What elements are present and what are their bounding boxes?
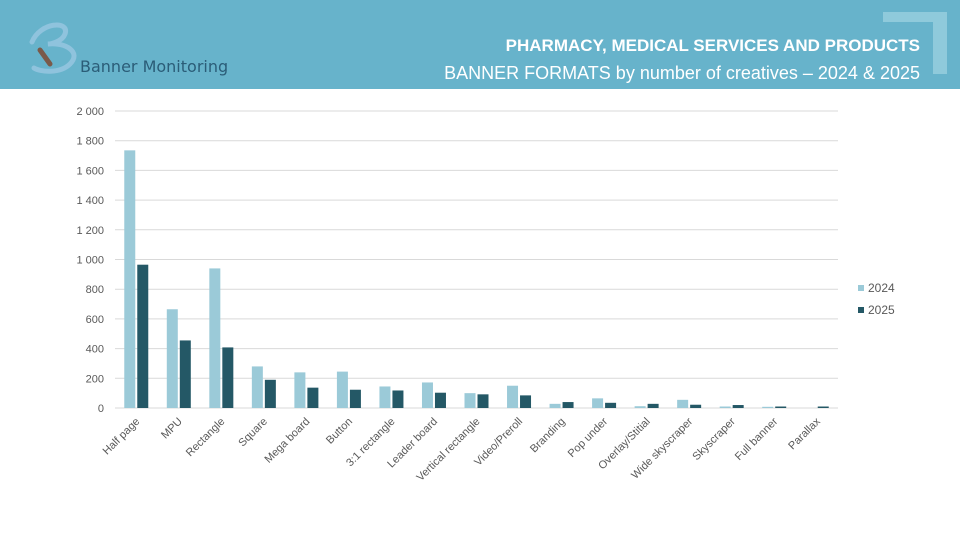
bar-2024: [507, 385, 519, 408]
bar-chart: 0 200 400 600 800 1 000 1 200 1 400 1 600 1 800 2 …: [76, 106, 895, 484]
x-tick-label: Button: [324, 416, 355, 447]
bar-2025: [647, 403, 659, 408]
y-tick-label: 1 200: [76, 225, 104, 237]
y-tick-label: 600: [86, 314, 104, 326]
x-tick-label: MPU: [159, 416, 185, 442]
y-tick-label: 1 400: [76, 195, 104, 207]
y-tick-label: 200: [86, 373, 104, 385]
bar-2024: [634, 406, 646, 408]
banner-monitoring-logo: [29, 22, 77, 74]
bar-2025: [477, 394, 489, 408]
x-tick-label: Parallax: [786, 415, 823, 452]
bar-2025: [179, 340, 191, 408]
y-tick-label: 1 000: [76, 255, 104, 267]
bar-2024: [762, 406, 774, 408]
bar-2025: [137, 264, 149, 408]
bar-2024: [251, 366, 263, 408]
bar-2025: [605, 402, 617, 408]
bar-2025: [222, 347, 234, 408]
legend-swatch: [858, 307, 864, 313]
page-subtitle: BANNER FORMATS by number of creatives – …: [444, 63, 920, 83]
bar-2024: [421, 382, 433, 408]
legend-swatch: [858, 285, 864, 291]
y-tick-label: 0: [98, 403, 104, 415]
bar-2024: [379, 386, 391, 408]
bar-2024: [719, 406, 731, 408]
bar-2025: [690, 404, 702, 408]
bar-2025: [349, 389, 361, 408]
bar-2024: [549, 403, 561, 408]
corner-decoration: [883, 12, 947, 74]
bar-2024: [336, 371, 348, 408]
x-tick-label: Mega board: [262, 416, 312, 466]
bar-2024: [464, 393, 476, 408]
bar-2024: [209, 268, 221, 408]
bar-2025: [520, 395, 532, 408]
bar-2025: [775, 406, 787, 408]
header-banner: Banner Monitoring PHARMACY, MEDICAL SERV…: [0, 0, 960, 89]
bar-2025: [732, 405, 744, 408]
bar-2025: [817, 406, 829, 408]
y-tick-label: 1 800: [76, 136, 104, 148]
page-title: PHARMACY, MEDICAL SERVICES AND PRODUCTS: [505, 36, 920, 55]
y-tick-label: 1 600: [76, 165, 104, 177]
x-tick-label: Rectangle: [184, 416, 228, 460]
bar-2024: [294, 372, 306, 408]
bar-2025: [392, 390, 404, 408]
bar-2024: [592, 398, 604, 408]
x-tick-label: Pop under: [566, 415, 611, 460]
bar-2024: [677, 399, 689, 408]
x-tick-label: Half page: [101, 416, 143, 458]
bar-2024: [124, 150, 136, 408]
y-tick-label: 400: [86, 344, 104, 356]
y-tick-label: 800: [86, 284, 104, 296]
bar-2025: [562, 402, 574, 408]
bar-2024: [166, 309, 178, 408]
x-tick-label: Full banner: [733, 415, 781, 463]
brand-name: Banner Monitoring: [80, 57, 229, 76]
bar-2025: [434, 392, 446, 408]
bar-2025: [264, 379, 276, 408]
x-tick-label: Branding: [528, 416, 568, 456]
legend-label: 2025: [868, 303, 895, 317]
legend-label: 2024: [868, 281, 895, 295]
y-tick-label: 2 000: [76, 106, 104, 118]
x-tick-label: Skyscraper: [690, 415, 738, 463]
x-tick-label: Square: [236, 416, 270, 450]
bar-2025: [307, 387, 319, 408]
